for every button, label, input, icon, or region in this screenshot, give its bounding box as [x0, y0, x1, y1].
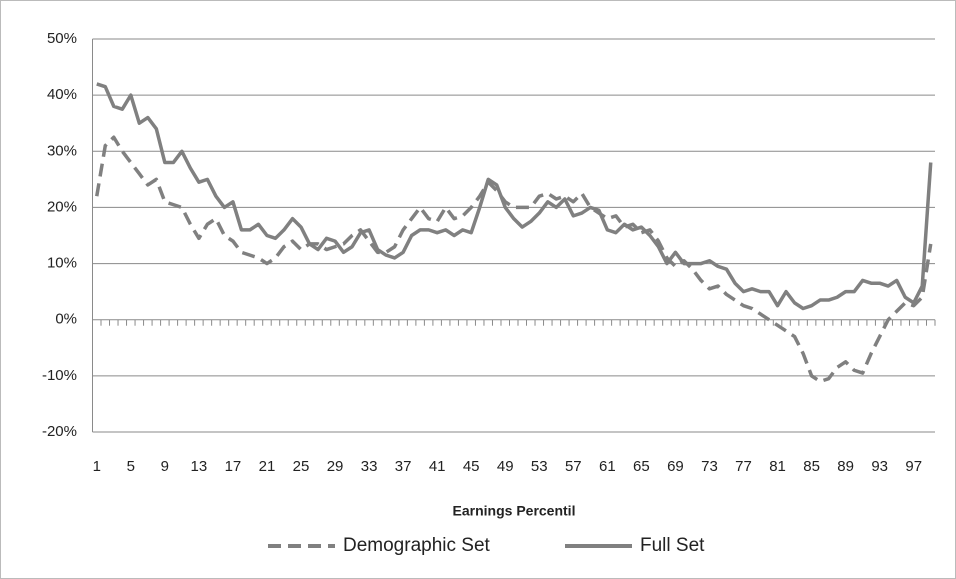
y-tick-label: 0% — [55, 311, 77, 328]
y-tick-label: 50% — [47, 30, 77, 47]
y-tick-label: 40% — [47, 86, 77, 103]
x-axis-title: Earnings Percentil — [453, 503, 576, 519]
x-tick-label: 41 — [429, 458, 446, 475]
data-line — [96, 82, 933, 311]
legend-label: Full Set — [640, 535, 705, 556]
x-tick-label: 61 — [599, 458, 616, 475]
x-tick-label: 89 — [837, 458, 854, 475]
x-tick-label: 9 — [161, 458, 169, 475]
y-tick-label: 10% — [47, 255, 77, 272]
x-tick-label: 29 — [327, 458, 344, 475]
x-tick-label: 93 — [871, 458, 888, 475]
y-tick-label: -10% — [42, 367, 77, 384]
x-tick-label: 45 — [463, 458, 480, 475]
x-tick-label: 81 — [769, 458, 786, 475]
x-tick-label: 49 — [497, 458, 514, 475]
x-tick-label: 21 — [259, 458, 276, 475]
legend-label: Demographic Set — [343, 535, 491, 556]
x-tick-label: 5 — [127, 458, 135, 475]
x-tick-label: 97 — [905, 458, 922, 475]
x-tick-label: 65 — [633, 458, 650, 475]
y-tick-label: 30% — [47, 142, 77, 159]
y-tick-label: 20% — [47, 198, 77, 215]
x-tick-label: 57 — [565, 458, 582, 475]
x-tick-label: 13 — [191, 458, 208, 475]
x-tick-label: 85 — [803, 458, 820, 475]
x-tick-label: 37 — [395, 458, 412, 475]
y-tick-label: -20% — [42, 423, 77, 440]
x-tick-label: 69 — [667, 458, 684, 475]
x-tick-label: 17 — [225, 458, 242, 475]
x-tick-label: 77 — [735, 458, 752, 475]
x-tick-label: 33 — [361, 458, 378, 475]
x-tick-label: 53 — [531, 458, 548, 475]
data-line — [95, 135, 933, 384]
x-tick-label: 73 — [701, 458, 718, 475]
x-tick-label: 25 — [293, 458, 310, 475]
x-tick-label: 1 — [93, 458, 101, 475]
